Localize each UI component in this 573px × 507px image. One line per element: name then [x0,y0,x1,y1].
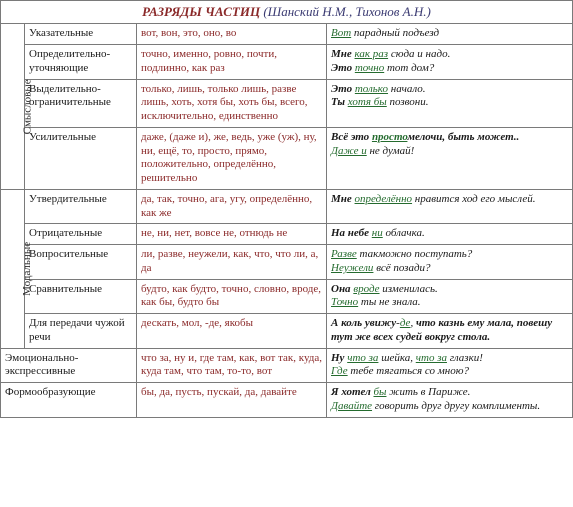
row-ex: Мне как раз сюда и надо.Это точно тот до… [327,45,573,80]
row-ex: Разве такможно поступать?Неужели всё поз… [327,245,573,280]
row-parts: вот, вон, это, оно, во [137,24,327,45]
row-ex: Всё это простомелочи, быть может..Даже и… [327,127,573,189]
row-ex: На небе ни облачка. [327,224,573,245]
row-cat: Указательные [25,24,137,45]
row-cat: Формообразующие [1,383,137,418]
row-cat: Отрицательные [25,224,137,245]
row-cat: Выделительно-ограничительные [25,79,137,127]
row-parts: да, так, точно, ага, угу, определённо, к… [137,189,327,224]
row-parts: ли, разве, неужели, как, что, что ли, а,… [137,245,327,280]
row-ex: Это только начало.Ты хотя бы позвони. [327,79,573,127]
title-cell: РАЗРЯДЫ ЧАСТИЦ (Шанский Н.М., Тихонов А.… [1,1,573,24]
row-cat: Вопросительные [25,245,137,280]
row-cat: Для передачи чужой речи [25,314,137,349]
title-main: РАЗРЯДЫ ЧАСТИЦ [142,4,260,19]
row-parts: даже, (даже и), же, ведь, уже (уж), ну, … [137,127,327,189]
row-parts: только, лишь, только лишь, разве лишь, х… [137,79,327,127]
row-cat: Усилительные [25,127,137,189]
group-modal: Модальные [1,189,25,348]
row-cat: Эмоционально-экспрессивные [1,348,137,383]
row-parts: не, ни, нет, вовсе не, отнюдь не [137,224,327,245]
row-ex: Я хотел бы жить в Париже.Давайте говорит… [327,383,573,418]
row-parts: бы, да, пусть, пускай, да, давайте [137,383,327,418]
group-smysl: Смысловые [1,24,25,190]
row-ex: А коль увижу-де, что казнь ему мала, пов… [327,314,573,349]
row-ex: Она вроде изменилась.Точно ты не знала. [327,279,573,314]
title-authors: (Шанский Н.М., Тихонов А.Н.) [263,4,431,19]
row-cat: Определительно-уточняющие [25,45,137,80]
row-parts: что за, ну и, где там, как, вот так, куд… [137,348,327,383]
row-ex: Мне определённо нравится ход его мыслей. [327,189,573,224]
row-cat: Утвердительные [25,189,137,224]
row-parts: дескать, мол, -де, якобы [137,314,327,349]
row-ex: Вот парадный подъезд [327,24,573,45]
row-ex: Ну что за шейка, что за глазки!Где тебе … [327,348,573,383]
row-parts: точно, именно, ровно, почти, подлинно, к… [137,45,327,80]
row-parts: будто, как будто, точно, словно, вроде, … [137,279,327,314]
row-cat: Сравнительные [25,279,137,314]
